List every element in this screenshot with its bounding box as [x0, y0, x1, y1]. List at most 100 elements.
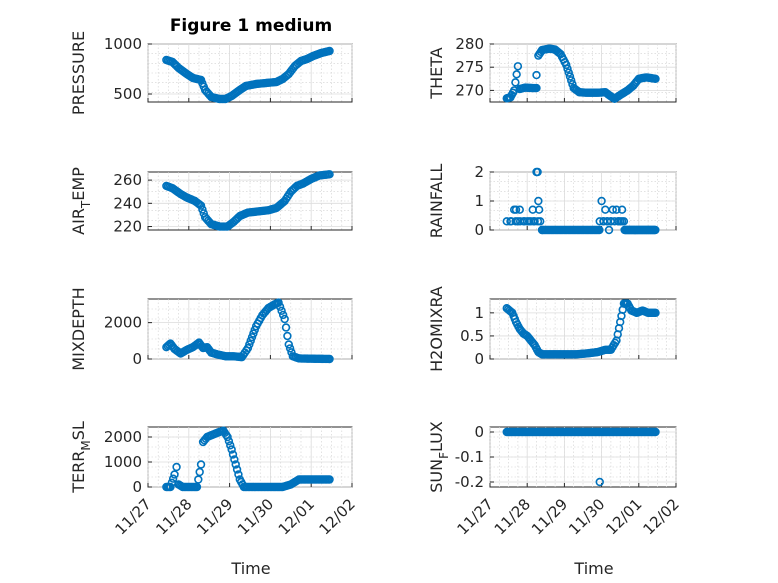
data-point: [325, 475, 334, 484]
data-point: [234, 470, 243, 479]
x-axis-label-right: Time: [573, 559, 613, 578]
y-tick-label: 220: [113, 218, 142, 236]
x-tick-label: 11/30: [234, 495, 277, 538]
data-point: [196, 201, 206, 210]
data-point: [512, 70, 521, 79]
subplot-mixdepth: 0 2000 MIXDEPTH: [69, 287, 353, 371]
data-point: [170, 470, 179, 479]
y-axis-label: TERRMSL: [69, 421, 93, 494]
y-tick-label: 1: [474, 192, 484, 210]
data-point: [284, 340, 293, 349]
data-point: [502, 217, 511, 226]
subplot-air-emp: 220 240 260 AIRTEMP: [69, 167, 353, 236]
y-tick-label: 280: [455, 35, 484, 53]
data-point: [563, 64, 572, 73]
data-point: [275, 302, 285, 311]
data-point: [515, 217, 525, 226]
x-tick-label: 12/01: [602, 495, 645, 538]
y-tick-label: -0.2: [455, 473, 484, 491]
data-point: [533, 167, 542, 177]
y-axis-label: RAINFALL: [427, 164, 446, 239]
data-point: [532, 83, 541, 93]
data-point: [595, 477, 604, 487]
data-point: [168, 474, 178, 483]
data-point: [274, 298, 283, 307]
data-point: [227, 445, 236, 454]
data-point: [651, 308, 660, 318]
y-tick-label: 0: [474, 221, 484, 239]
data-point: [532, 70, 541, 80]
subplot-pressure: 500 1000 PRESSURE: [69, 31, 353, 115]
data-point: [511, 78, 520, 87]
data-point: [228, 450, 238, 459]
y-tick-label: 2000: [104, 428, 142, 446]
y-axis-label: SUNFLUX: [427, 421, 451, 493]
y-tick-label: 1000: [104, 453, 142, 471]
data-point: [595, 225, 604, 235]
data-point: [166, 482, 175, 492]
data-point: [280, 314, 289, 324]
data-point: [172, 462, 181, 472]
y-tick-label: 0.5: [460, 327, 484, 345]
data-point: [651, 427, 660, 437]
y-axis-label: H2OMIXRA: [427, 286, 446, 372]
data-point: [513, 62, 523, 71]
x-axis-label-left: Time: [230, 559, 270, 578]
data-point: [534, 196, 543, 206]
data-point: [565, 72, 575, 81]
x-tick-label: 12/01: [275, 495, 318, 538]
data-point: [617, 205, 627, 214]
x-tick-label: 12/02: [640, 495, 683, 538]
x-tick-label: 11/28: [152, 495, 195, 538]
data-point: [520, 217, 529, 226]
data-point: [230, 455, 239, 464]
data-point: [562, 60, 571, 70]
y-tick-label: -0.1: [455, 448, 484, 466]
y-tick-label: 240: [113, 194, 142, 212]
y-axis-label: THETA: [427, 47, 446, 99]
data-point: [650, 225, 659, 235]
y-tick-label: 2000: [104, 314, 142, 332]
data-point: [529, 217, 538, 226]
data-point: [325, 46, 334, 56]
x-tick-label: 11/27: [112, 495, 155, 538]
data-point: [285, 344, 295, 353]
x-tick-label: 11/30: [565, 495, 608, 538]
y-axis-label: MIXDEPTH: [69, 287, 88, 370]
figure-title: Figure 1 medium: [170, 16, 332, 36]
y-tick-label: 500: [113, 85, 142, 103]
y-axis-label: PRESSURE: [69, 31, 88, 115]
data-point: [534, 205, 544, 214]
data-point: [612, 205, 621, 214]
data-point: [567, 76, 576, 85]
data-point: [524, 217, 534, 226]
data-point: [564, 68, 573, 77]
data-point: [198, 205, 207, 214]
data-point: [325, 170, 334, 179]
y-tick-label: 0: [132, 478, 142, 496]
data-point: [231, 460, 240, 469]
data-point: [223, 432, 232, 442]
y-tick-label: 0: [132, 350, 142, 368]
y-tick-label: 260: [113, 171, 142, 189]
data-point: [614, 217, 623, 226]
y-axis-label: AIRTEMP: [69, 167, 93, 235]
x-tick-label: 12/02: [316, 495, 359, 538]
y-tick-label: 0: [474, 423, 484, 441]
y-tick-label: 2: [474, 163, 484, 181]
data-point: [608, 205, 617, 214]
data-point: [325, 354, 334, 364]
x-tick-label: 11/27: [454, 495, 497, 538]
data-point: [617, 217, 627, 226]
data-point: [597, 196, 606, 206]
y-tick-label: 270: [455, 81, 484, 99]
data-point: [278, 310, 288, 320]
x-tick-label: 11/29: [528, 495, 571, 538]
y-tick-label: 275: [455, 58, 484, 76]
data-point: [604, 225, 614, 235]
x-tick-label: 11/28: [491, 495, 534, 538]
subplot-theta: 270 275 280 THETA: [427, 35, 677, 103]
data-point: [195, 467, 204, 477]
